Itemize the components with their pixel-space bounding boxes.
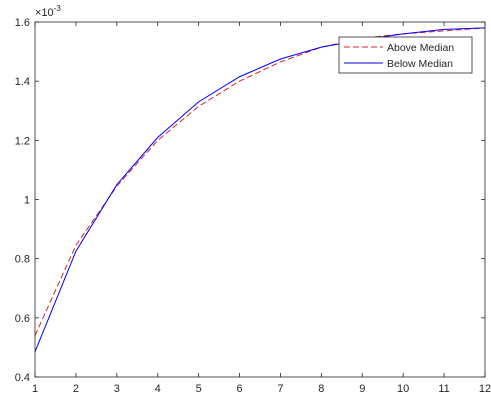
x-tick-label: 8 bbox=[318, 383, 324, 395]
legend-label-1: Below Median bbox=[387, 58, 453, 70]
x-tick-label: 10 bbox=[397, 383, 409, 395]
y-tick-label: 0.4 bbox=[15, 372, 30, 384]
y-tick-label: 1.2 bbox=[15, 135, 30, 147]
y-tick-label: 0.8 bbox=[15, 254, 30, 266]
y-tick-label: 1.4 bbox=[15, 76, 30, 88]
series-line-1 bbox=[34, 27, 486, 353]
legend-box bbox=[338, 36, 473, 74]
x-tick-label: 3 bbox=[114, 383, 120, 395]
series-line-0 bbox=[34, 27, 486, 336]
x-tick-label: 4 bbox=[155, 383, 161, 395]
x-tick-label: 5 bbox=[196, 383, 202, 395]
x-tick-label: 12 bbox=[479, 383, 491, 395]
y-exponent-label: ×10-3 bbox=[35, 4, 61, 19]
y-tick-label: 1.6 bbox=[15, 17, 30, 29]
y-tick-label: 0.6 bbox=[15, 313, 30, 325]
legend: Above Median Below Median bbox=[338, 36, 473, 74]
x-tick-label: 6 bbox=[236, 383, 242, 395]
series-layer bbox=[34, 27, 486, 353]
x-tick-label: 2 bbox=[73, 383, 79, 395]
y-tick-label: 1 bbox=[24, 195, 30, 207]
x-tick-label: 7 bbox=[277, 383, 283, 395]
plot-background bbox=[35, 22, 485, 377]
x-tick-label: 1 bbox=[32, 383, 38, 395]
legend-label-0: Above Median bbox=[387, 42, 454, 54]
x-tick-label: 9 bbox=[359, 383, 365, 395]
x-tick-label: 11 bbox=[438, 383, 449, 395]
axes-layer: 1 2 3 4 5 6 7 8 9 10 11 120.40.60.811.21.41.6 bbox=[15, 17, 491, 395]
